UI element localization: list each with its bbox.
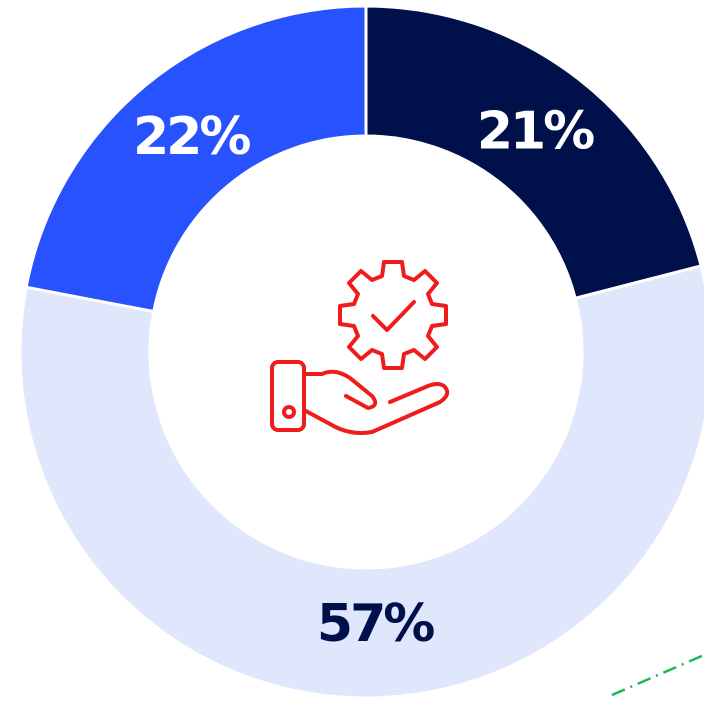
hand [302, 369, 450, 435]
decor-line [611, 653, 704, 697]
value-label: 22% [133, 107, 250, 167]
value-label: 21% [477, 102, 594, 162]
segment [24, 4, 368, 314]
segments [18, 4, 704, 700]
segment [18, 264, 704, 700]
segment [364, 4, 703, 301]
cuff [270, 360, 306, 432]
gear [338, 260, 448, 370]
value-label: 57% [317, 594, 434, 654]
cuff-button [282, 405, 296, 419]
check [371, 300, 416, 332]
center-icon [270, 260, 450, 435]
